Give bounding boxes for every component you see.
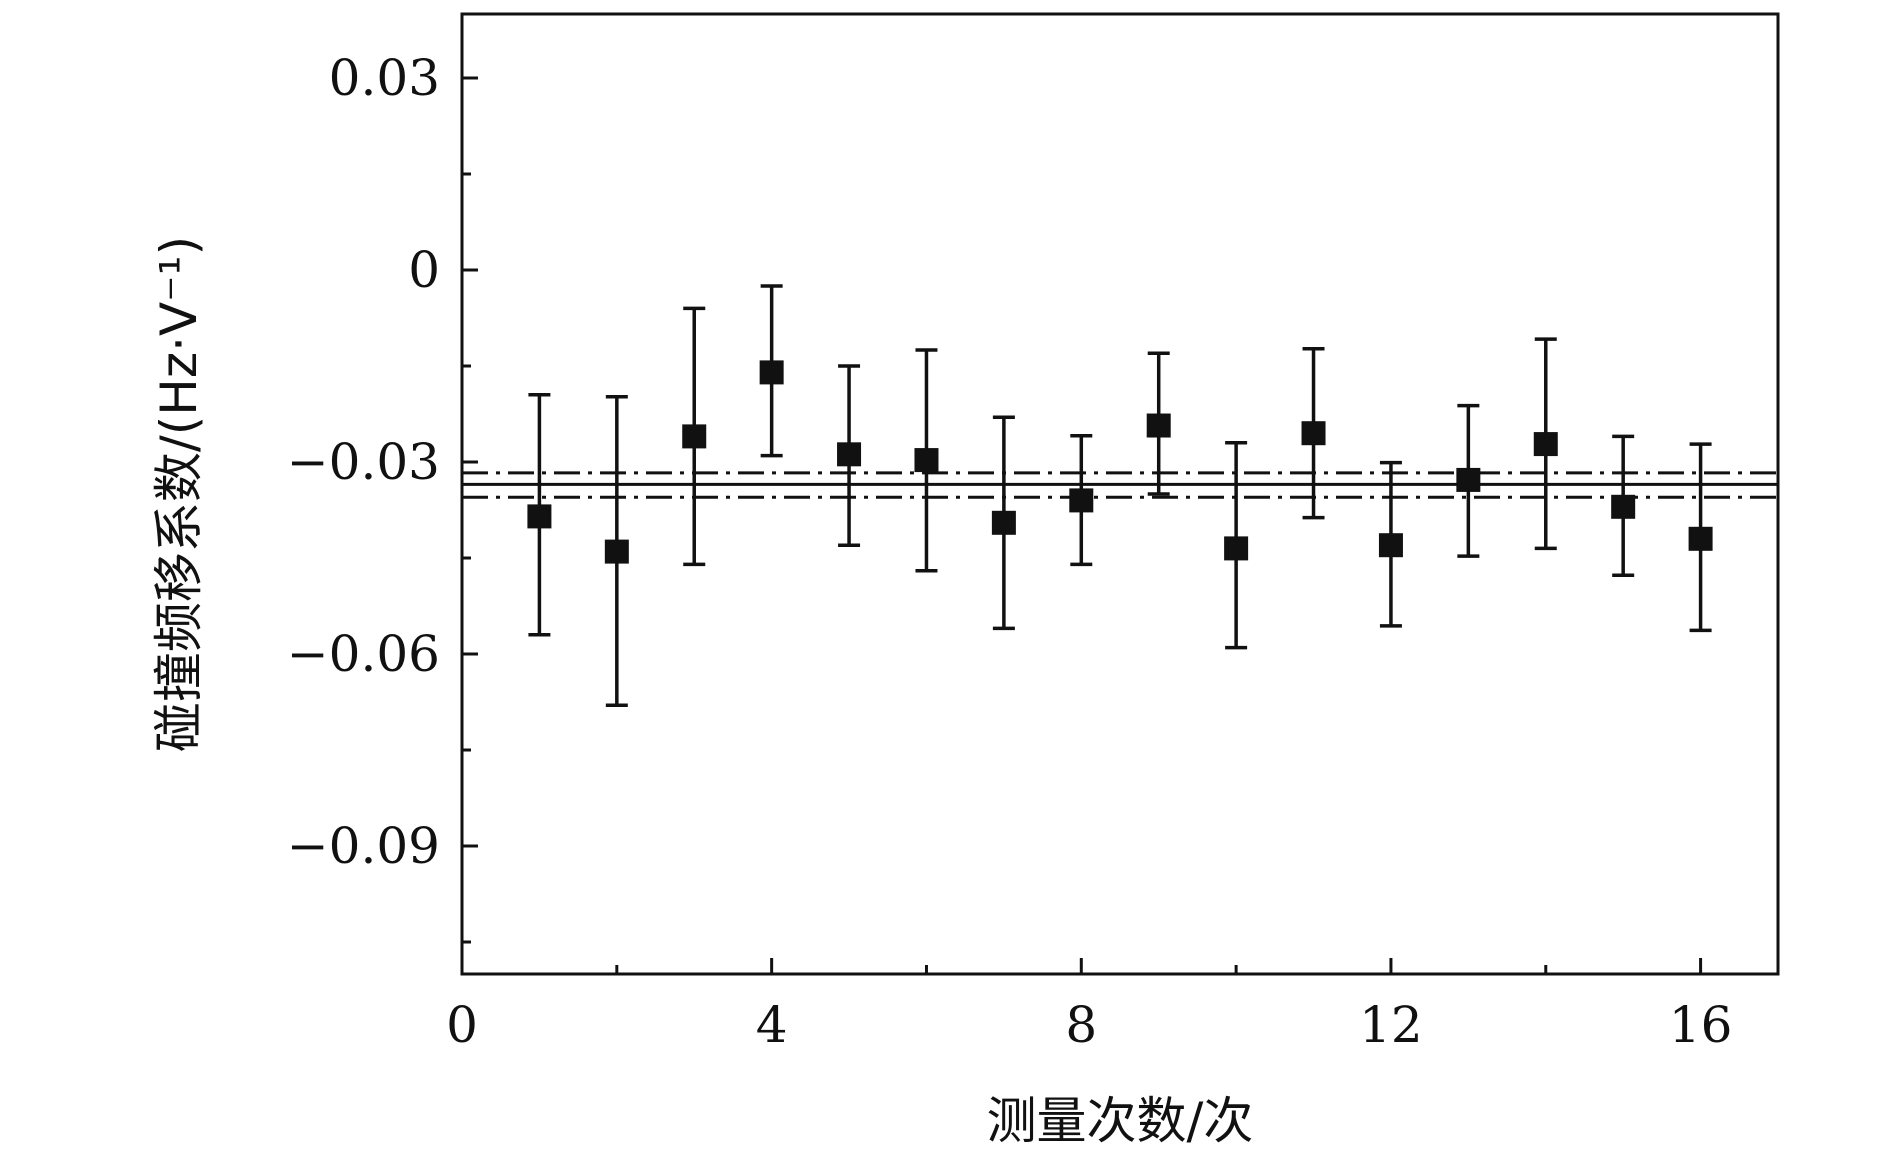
x-tick-label: 16 (1669, 996, 1733, 1054)
y-tick-label: −0.03 (287, 433, 440, 491)
data-point (604, 539, 629, 564)
y-tick-label: −0.06 (287, 625, 440, 683)
data-point (1456, 467, 1481, 492)
data-point (1069, 488, 1094, 513)
data-points (527, 360, 1713, 564)
y-tick-labels: 0.03 0 −0.03 −0.06 −0.09 (287, 49, 440, 875)
data-point (1301, 421, 1326, 446)
data-point (837, 442, 862, 467)
data-point (1224, 536, 1249, 561)
plot-frame (460, 12, 1780, 976)
data-point (527, 504, 552, 529)
data-point (1533, 432, 1558, 457)
x-axis-title: 测量次数/次 (987, 1092, 1254, 1150)
x-tick-labels: 0 4 8 12 16 (446, 996, 1732, 1054)
x-tick-label: 8 (1065, 996, 1097, 1054)
data-point (1378, 533, 1403, 558)
data-point (1146, 413, 1171, 438)
data-point (914, 448, 939, 473)
data-point (682, 424, 707, 449)
axis-ticks (460, 76, 1703, 974)
x-tick-label: 4 (756, 996, 788, 1054)
reference-lines (462, 471, 1778, 499)
y-axis-title: 碰撞频移系数/(Hz·V⁻¹) (150, 236, 208, 752)
data-point (991, 510, 1016, 535)
error-bars (528, 284, 1712, 707)
y-tick-label: −0.09 (287, 817, 440, 875)
data-point (759, 360, 784, 385)
x-tick-label: 12 (1359, 996, 1423, 1054)
x-tick-label: 0 (446, 996, 478, 1054)
data-point (1611, 494, 1636, 519)
data-point (1688, 526, 1713, 551)
y-tick-label: 0 (408, 241, 440, 299)
y-tick-label: 0.03 (329, 49, 440, 107)
